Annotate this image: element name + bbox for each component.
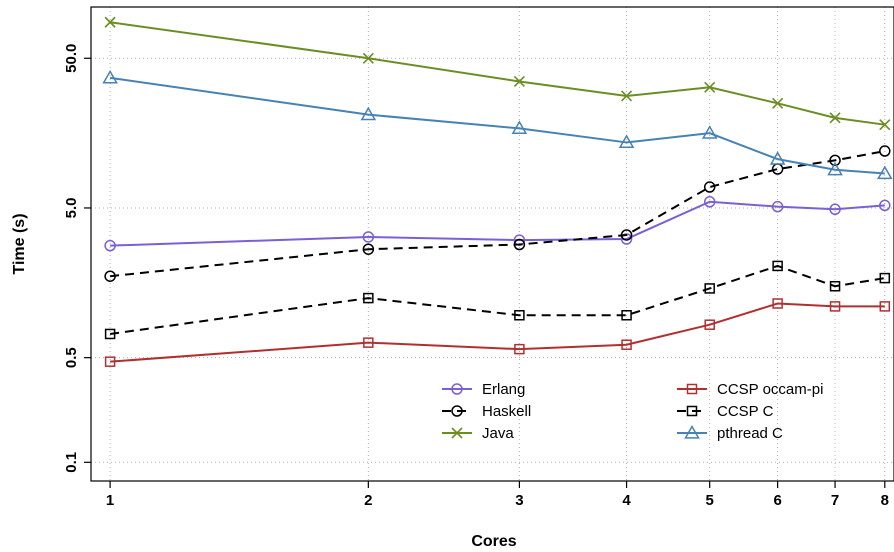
axes: 1 2 3 4 5 6 7 8 0.1 0.5 5.0 50.0 <box>63 44 889 509</box>
legend-label: pthread C <box>717 425 783 442</box>
legend-entry: CCSP C <box>677 403 774 420</box>
data-point <box>877 165 893 180</box>
data-point <box>829 154 841 167</box>
legend-label: Java <box>482 425 514 442</box>
series-line <box>109 76 885 175</box>
data-point <box>827 161 843 176</box>
data-point <box>829 301 841 312</box>
series-ccsp-c <box>104 260 891 340</box>
data-point <box>771 200 784 213</box>
legend: Erlang Haskell Java CCSP occam-pi CCSP C pthr… <box>442 381 823 442</box>
x-tick-label: 8 <box>881 492 889 509</box>
data-point <box>514 343 525 355</box>
series-line <box>110 302 885 363</box>
data-point <box>704 81 716 93</box>
data-point <box>704 319 715 330</box>
series-line <box>110 150 885 278</box>
legend-entry: CCSP occam-pi <box>677 381 823 398</box>
plot-frame <box>90 6 894 482</box>
series-line <box>109 21 885 126</box>
data-point <box>362 231 375 243</box>
data-point <box>772 260 783 272</box>
data-point <box>362 52 374 64</box>
data-point <box>701 125 718 139</box>
data-point <box>703 196 716 208</box>
x-tick-label: 6 <box>773 492 781 509</box>
x-tick-label: 7 <box>831 492 839 509</box>
data-point <box>513 238 526 251</box>
data-point <box>363 292 374 304</box>
y-axis-title: Time (s) <box>11 213 28 274</box>
data-point <box>829 280 841 292</box>
data-point <box>684 424 700 439</box>
data-point <box>104 239 116 252</box>
data-point <box>620 229 633 241</box>
series-haskell <box>104 145 891 282</box>
data-point <box>621 90 633 102</box>
data-point <box>703 181 716 193</box>
y-tick-label: 50.0 <box>63 44 80 73</box>
data-point <box>769 151 786 165</box>
data-point <box>362 243 375 255</box>
y-tick-label: 5.0 <box>63 198 80 219</box>
data-point <box>621 339 632 350</box>
data-point <box>879 272 891 284</box>
data-point <box>104 16 116 28</box>
y-tick-label: 0.1 <box>63 452 80 473</box>
series-pthread-c <box>102 69 893 180</box>
x-tick-label: 2 <box>364 492 372 509</box>
data-point <box>772 298 783 309</box>
data-point <box>704 283 715 294</box>
data-point <box>879 145 891 157</box>
data-point <box>451 383 463 395</box>
data-point <box>772 97 784 109</box>
data-point <box>621 310 632 321</box>
data-point <box>879 199 891 212</box>
data-point <box>686 383 698 395</box>
x-tick-label: 5 <box>706 492 714 509</box>
series-layer <box>102 16 893 367</box>
data-point <box>104 356 116 367</box>
data-point <box>618 134 635 149</box>
x-axis-title: Cores <box>471 533 516 550</box>
data-point <box>879 301 891 312</box>
data-point <box>104 270 116 282</box>
data-point <box>102 69 118 84</box>
legend-label: CCSP C <box>717 403 774 420</box>
data-point <box>451 427 463 439</box>
legend-label: Haskell <box>482 403 531 420</box>
data-point <box>511 120 528 135</box>
x-tick-label: 4 <box>622 492 631 509</box>
x-tick-label: 1 <box>106 492 114 509</box>
data-point <box>514 310 525 321</box>
data-point <box>451 405 463 417</box>
legend-entry: Java <box>442 425 514 442</box>
legend-entry: Haskell <box>442 403 531 420</box>
series-line <box>109 264 885 335</box>
legend-label: Erlang <box>482 381 525 398</box>
data-point <box>829 112 841 124</box>
data-point <box>686 405 698 417</box>
series-line <box>110 200 885 247</box>
x-tick-label: 3 <box>515 492 523 509</box>
series-java <box>104 16 891 131</box>
data-point <box>513 75 525 88</box>
data-point <box>829 203 841 216</box>
series-ccsp-occam-pi <box>104 298 891 367</box>
data-point <box>363 337 374 348</box>
legend-entry: pthread C <box>677 424 783 442</box>
data-point <box>104 328 116 340</box>
y-tick-label: 0.5 <box>63 347 80 368</box>
series-erlang <box>104 196 891 252</box>
legend-entry: Erlang <box>442 381 525 398</box>
data-point <box>879 119 891 131</box>
data-point <box>360 106 377 121</box>
legend-label: CCSP occam-pi <box>717 381 823 398</box>
